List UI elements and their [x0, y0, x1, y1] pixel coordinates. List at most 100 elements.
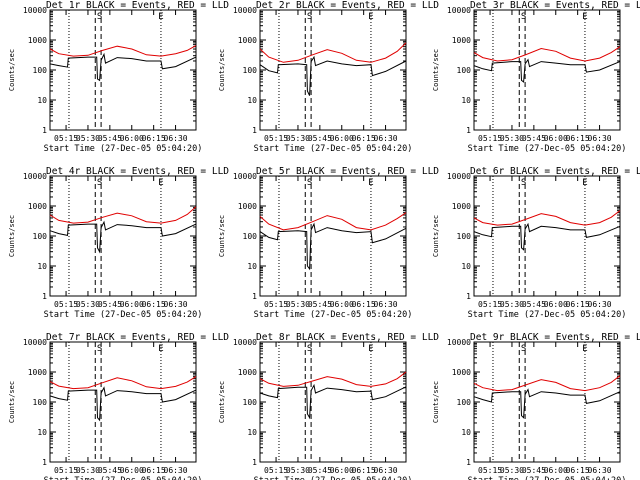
y-tick-label: 1: [42, 458, 47, 467]
time-marker-label: E: [368, 12, 373, 22]
y-tick-label: 1000: [28, 202, 47, 211]
lld-series-line: [49, 45, 197, 57]
x-tick-label: 05:15: [54, 466, 78, 475]
x-tick-label: 05:30: [500, 300, 524, 309]
x-tick-label: 05:45: [522, 134, 546, 143]
x-tick-label: 06:30: [164, 134, 188, 143]
x-tick-label: 06:30: [374, 300, 398, 309]
y-tick-label: 10: [461, 428, 471, 437]
y-tick-label: 100: [243, 398, 258, 407]
x-axis-label: Start Time (27-Dec-05 05:04:20): [468, 144, 627, 154]
y-tick-label: 100: [33, 232, 48, 241]
x-tick-label: 06:00: [120, 300, 144, 309]
time-marker-label: E: [158, 12, 163, 22]
lld-series-line: [259, 42, 407, 63]
y-tick-label: 10000: [23, 6, 47, 15]
panel-title: Det 6r BLACK = Events, RED = LLD: [470, 166, 640, 177]
detector-panel-9: Det 9r BLACK = Events, RED = LLD 1 10 100 10…: [432, 332, 640, 480]
x-tick-label: 06:15: [142, 466, 166, 475]
events-series-line: [473, 222, 621, 251]
y-axis-label: Counts/sec: [432, 215, 440, 257]
y-tick-label: 100: [243, 66, 258, 75]
x-tick-label: 05:45: [522, 466, 546, 475]
y-tick-label: 1: [252, 126, 257, 135]
x-tick-label: 05:45: [308, 300, 332, 309]
x-tick-label: 05:15: [264, 134, 288, 143]
x-tick-label: 06:30: [588, 134, 612, 143]
x-tick-label: 06:30: [374, 466, 398, 475]
panel-title: Det 4r BLACK = Events, RED = LLD: [46, 166, 229, 177]
x-axis-label: Start Time (27-Dec-05 05:04:20): [44, 310, 203, 320]
time-marker-label: E: [158, 344, 163, 354]
time-marker-label: E: [368, 344, 373, 354]
plot-frame: [473, 175, 621, 297]
plot-frame: [259, 9, 407, 131]
x-tick-label: 05:15: [54, 134, 78, 143]
x-tick-label: 05:30: [286, 466, 310, 475]
y-tick-label: 1: [252, 292, 257, 301]
y-tick-label: 1: [466, 126, 471, 135]
time-marker-label: S: [307, 12, 312, 22]
y-tick-label: 1: [466, 292, 471, 301]
y-tick-label: 10: [461, 96, 471, 105]
time-marker-label: S: [97, 12, 102, 22]
detector-panel-1: Det 1r BLACK = Events, RED = LLD 1 10 100 10…: [8, 0, 229, 154]
y-tick-label: 1000: [28, 36, 47, 45]
y-tick-label: 1000: [452, 36, 471, 45]
time-marker-label: E: [368, 178, 373, 188]
time-marker-label: S: [521, 178, 526, 188]
y-tick-label: 10: [37, 96, 47, 105]
x-tick-label: 05:45: [98, 300, 122, 309]
y-tick-label: 1000: [452, 202, 471, 211]
events-series-line: [259, 55, 407, 96]
detector-panel-7: Det 7r BLACK = Events, RED = LLD 1 10 100 10…: [8, 332, 229, 480]
x-tick-label: 06:15: [352, 300, 376, 309]
x-tick-label: 06:15: [142, 134, 166, 143]
y-axis-label: Counts/sec: [432, 381, 440, 423]
y-tick-label: 1000: [238, 202, 257, 211]
y-axis-label: Counts/sec: [8, 381, 16, 423]
time-marker-label: E: [582, 12, 587, 22]
y-tick-label: 10: [37, 428, 47, 437]
x-tick-label: 05:15: [478, 134, 502, 143]
x-tick-label: 05:30: [500, 134, 524, 143]
x-tick-label: 06:15: [352, 134, 376, 143]
detector-panel-5: Det 5r BLACK = Events, RED = LLD 1 10 100 10…: [218, 166, 439, 320]
x-tick-label: 06:30: [164, 300, 188, 309]
time-marker-label: E: [158, 178, 163, 188]
y-tick-label: 1: [42, 126, 47, 135]
y-tick-label: 1000: [28, 368, 47, 377]
y-tick-label: 10000: [23, 172, 47, 181]
x-tick-label: 06:00: [330, 300, 354, 309]
y-tick-label: 100: [33, 66, 48, 75]
panel-title: Det 5r BLACK = Events, RED = LLD: [256, 166, 439, 177]
x-tick-label: 05:15: [478, 300, 502, 309]
plot-frame: [49, 175, 197, 297]
y-tick-label: 10: [247, 262, 257, 271]
x-tick-label: 06:00: [330, 466, 354, 475]
time-marker-label: E: [582, 344, 587, 354]
y-tick-label: 1: [252, 458, 257, 467]
events-series-line: [259, 222, 407, 271]
x-tick-label: 05:45: [98, 134, 122, 143]
y-tick-label: 10: [37, 262, 47, 271]
x-tick-label: 05:45: [308, 466, 332, 475]
x-tick-label: 06:30: [374, 134, 398, 143]
detector-panel-8: Det 8r BLACK = Events, RED = LLD 1 10 100 10…: [218, 332, 439, 480]
lld-series-line: [259, 371, 407, 387]
x-tick-label: 05:30: [286, 300, 310, 309]
y-tick-label: 10000: [447, 6, 471, 15]
events-series-line: [49, 52, 197, 82]
y-tick-label: 10000: [447, 172, 471, 181]
time-marker-label: S: [307, 178, 312, 188]
x-tick-label: 05:30: [500, 466, 524, 475]
x-axis-label: Start Time (27-Dec-05 05:04:20): [254, 476, 413, 480]
detector-panel-6: Det 6r BLACK = Events, RED = LLD 1 10 100 10…: [432, 166, 640, 320]
x-tick-label: 06:30: [164, 466, 188, 475]
lld-series-line: [259, 212, 407, 231]
plot-frame: [49, 341, 197, 463]
plot-frame: [259, 341, 407, 463]
events-series-line: [473, 388, 621, 419]
x-tick-label: 05:15: [54, 300, 78, 309]
